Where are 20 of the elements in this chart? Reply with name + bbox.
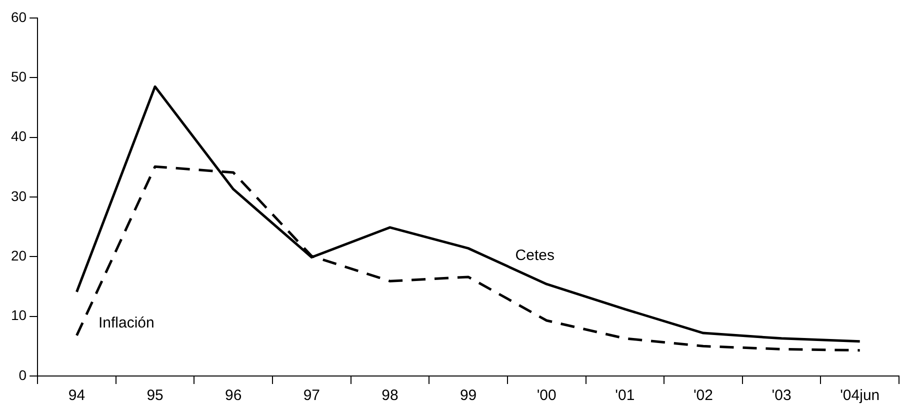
x-tick-label: '01	[615, 387, 635, 404]
y-tick-label: 30	[10, 188, 27, 204]
x-tick-label: '03	[772, 387, 792, 404]
y-tick-label: 0	[18, 366, 27, 383]
x-tick-label: '00	[536, 387, 556, 404]
x-tick-label: '02	[693, 387, 713, 404]
x-tick-label: '04jun	[840, 387, 880, 404]
x-tick-label: 99	[460, 387, 477, 404]
y-tick-label: 60	[10, 8, 27, 25]
x-tick-label: 97	[303, 387, 320, 404]
series-label: Inflación	[98, 314, 154, 332]
x-tick-label: 96	[225, 387, 242, 404]
y-tick-label: 10	[10, 307, 27, 324]
y-tick-label: 20	[10, 248, 27, 264]
series-label: Cetes	[515, 246, 554, 264]
x-tick-label: 94	[68, 387, 86, 404]
x-tick-label: 95	[146, 387, 164, 404]
x-tick-label: 98	[382, 387, 398, 404]
y-tick-label: 50	[10, 68, 27, 85]
y-tick-label: 40	[10, 128, 27, 144]
